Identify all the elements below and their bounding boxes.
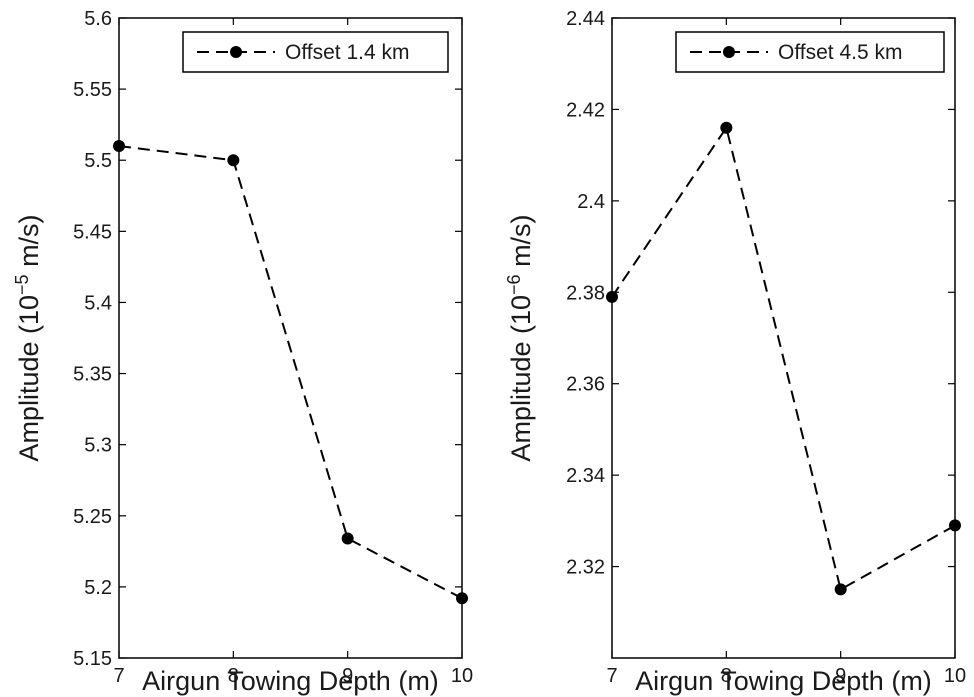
y-tick-label: 5.25	[73, 506, 112, 528]
x-axis-label: Airgun Towing Depth (m)	[635, 666, 932, 696]
ticks: 7 8 9 10 5.15 5.2 5.25 5.3 5.35 5.4 5.45 5.5 5.55 5.6	[73, 8, 473, 687]
axes-frame	[118, 17, 463, 659]
x-tick-label: 10	[944, 665, 966, 687]
y-axis-label-text: Amplitude (10	[14, 295, 44, 462]
y-tick-label: 5.55	[73, 79, 112, 101]
y-tick-label: 5.35	[73, 364, 112, 386]
legend: Offset 1.4 km	[182, 31, 449, 73]
y-tick-label: 2.34	[566, 465, 605, 487]
data-point	[720, 121, 733, 134]
x-axis-label: Airgun Towing Depth (m)	[142, 666, 439, 696]
axes-frame	[611, 17, 956, 659]
x-tick-label: 9	[342, 665, 353, 687]
data-point	[606, 290, 618, 303]
y-tick-label: 5.4	[84, 292, 112, 314]
legend-marker	[230, 46, 242, 58]
y-tick-label: 2.32	[566, 557, 605, 579]
y-tick-label: 5.15	[73, 648, 112, 670]
y-tick-label: 5.2	[84, 577, 112, 599]
y-tick-label: 2.4	[577, 191, 605, 213]
y-tick-label: 5.45	[73, 221, 112, 243]
data-point	[834, 583, 847, 596]
y-tick-label: 2.44	[566, 8, 605, 30]
x-tick-label: 7	[113, 665, 124, 687]
data-point	[949, 519, 961, 532]
chart-left: Amplitude (10−5 m/s) Airgun Towing Depth…	[12, 8, 473, 696]
y-axis-label-unit: m/s)	[14, 214, 44, 274]
y-tick-label: 2.36	[566, 374, 605, 396]
y-tick-label: 5.3	[84, 435, 112, 457]
y-tick-label: 5.6	[84, 8, 112, 30]
series-line	[118, 145, 463, 600]
y-axis-label-exponent: −6	[504, 274, 524, 295]
y-tick-label: 2.38	[566, 282, 605, 304]
data-point	[113, 140, 125, 152]
y-axis-label-exponent: −5	[12, 274, 32, 295]
x-tick-label: 10	[451, 665, 473, 687]
legend: Offset 4.5 km	[675, 31, 945, 73]
legend-marker	[723, 46, 735, 58]
chart-right: Amplitude (10−6 m/s) Airgun Towing Depth…	[504, 8, 966, 696]
y-axis-label: Amplitude (10−5 m/s)	[12, 214, 44, 461]
x-tick-label: 7	[606, 665, 617, 687]
legend-label: Offset 4.5 km	[778, 41, 903, 64]
y-axis-label: Amplitude (10−6 m/s)	[504, 214, 536, 461]
y-axis-label-text: Amplitude (10	[506, 295, 536, 462]
y-axis-label-unit: m/s)	[506, 214, 536, 274]
data-point	[456, 592, 468, 605]
x-tick-label: 8	[228, 665, 239, 687]
legend-label: Offset 1.4 km	[285, 41, 410, 64]
y-tick-label: 5.5	[84, 150, 112, 172]
ticks: 7 8 9 10 2.32 2.34 2.36 2.38 2.4 2.42 2.44	[566, 8, 966, 687]
y-tick-label: 2.42	[566, 99, 605, 121]
data-point	[341, 532, 354, 545]
series-line	[611, 125, 956, 591]
x-tick-label: 9	[835, 665, 846, 687]
x-tick-label: 8	[721, 665, 732, 687]
data-point	[227, 154, 240, 167]
